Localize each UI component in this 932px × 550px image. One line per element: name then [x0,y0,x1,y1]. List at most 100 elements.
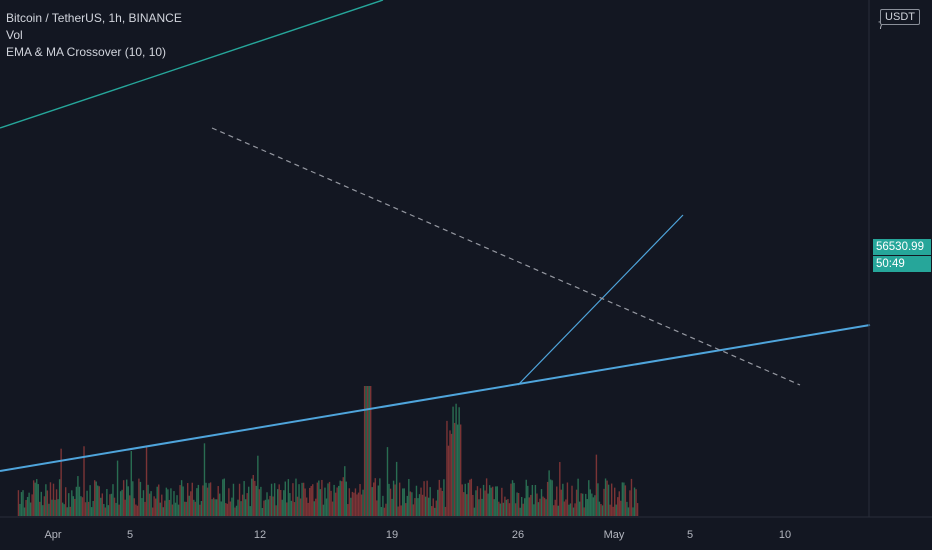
time-tick-label: 10 [779,529,791,541]
volume-bar [543,497,546,516]
volume-bar [501,487,503,516]
volume-bar [412,504,415,516]
volume-bar [354,488,357,516]
time-tick-label: May [604,529,625,541]
volume-bar [488,485,491,516]
volume-bar [357,492,360,516]
time-tick-label: Apr [44,529,61,541]
volume-bar [331,501,334,516]
volume-bar [283,490,285,516]
volume-bar [183,501,186,516]
volume-bar [531,485,534,516]
volume-bar [34,482,36,516]
volume-bar [516,492,518,516]
volume-bar [464,483,466,516]
volume-bar [377,485,380,516]
volume-bar [560,489,563,516]
volume-bar [177,504,180,516]
time-axis: Apr 5 12 19 26 May 5 10 [0,516,932,541]
volume-bar [156,486,158,516]
volume-bar [97,485,99,516]
time-tick-label: 26 [512,529,524,541]
volume-bar [604,478,607,516]
volume-bar [164,500,166,516]
volume-bar [459,424,462,516]
volume-bar [405,503,407,516]
volume-bar [260,486,262,516]
volume-bar [173,491,175,516]
volume-bar [42,505,44,516]
volume-bar [383,507,386,516]
volume-bar [92,500,94,516]
volume-bar [566,482,569,516]
volume-bar [25,500,27,516]
volume-bar [400,505,402,516]
volume-bar [513,482,515,516]
ema-ma-indicator-label[interactable]: EMA & MA Crossover (10, 10) [6,45,167,59]
volume-bar [29,502,32,516]
volume-bar [458,407,460,516]
volume-bar [528,497,531,516]
long-support-trendline [0,324,871,472]
volume-bar [551,480,553,516]
volume-bar [32,480,35,516]
upper-trendline [0,0,384,129]
volume-bar [443,479,445,516]
volume-bar [278,484,280,516]
volume-bar [261,507,264,516]
volume-bar [275,505,277,516]
volume-bar [563,501,566,516]
volume-bar [432,498,434,516]
volume-bar [467,482,470,516]
volume-bar [318,480,320,516]
volume-bar [22,490,24,516]
volume-bar [409,491,412,516]
volume-indicator-label[interactable]: Vol [6,28,23,42]
volume-bar [110,493,113,516]
volume-bar [104,507,107,516]
currency-button[interactable]: USDT [880,9,920,25]
volume-bar [54,499,56,516]
volume-bar [618,491,620,516]
volume-bar [365,386,367,516]
volume-bar [103,503,105,516]
volume-bar [313,501,315,516]
volume-bar [452,406,454,516]
volume-bar [520,497,523,516]
volume-bar [600,504,602,516]
volume-bar [337,485,340,516]
volume-bar [215,499,218,516]
volume-bar [617,497,619,516]
volume-bar [539,498,541,516]
volume-bar [559,462,561,516]
volume-bar [98,486,100,516]
volume-bar [301,482,303,516]
volume-bar [508,503,511,516]
volume-bar [575,489,578,516]
volume-bar [254,480,256,516]
volume-bar [475,490,477,516]
volume-bar [109,494,111,516]
volume-bar [223,478,226,516]
volume-bar [472,494,474,516]
volume-bar [188,495,190,516]
volume-bar [406,495,409,516]
symbol-title[interactable]: Bitcoin / TetherUS, 1h, BINANCE [6,11,182,25]
volume-bar [249,506,251,516]
volume-bar [248,486,250,516]
volume-bar [266,492,268,516]
volume-bar [126,479,128,516]
volume-bar [258,489,261,516]
volume-bar [534,484,537,516]
volume-bar [565,499,567,516]
time-tick-label: 12 [254,529,266,541]
volume-bar [170,488,172,516]
volume-bar [581,493,584,516]
volume-bar [19,503,21,516]
volume-bar [438,479,441,516]
volume-bar [293,502,296,516]
volume-bar [586,499,588,516]
volume-bar [84,502,87,516]
volume-bar [48,503,50,516]
